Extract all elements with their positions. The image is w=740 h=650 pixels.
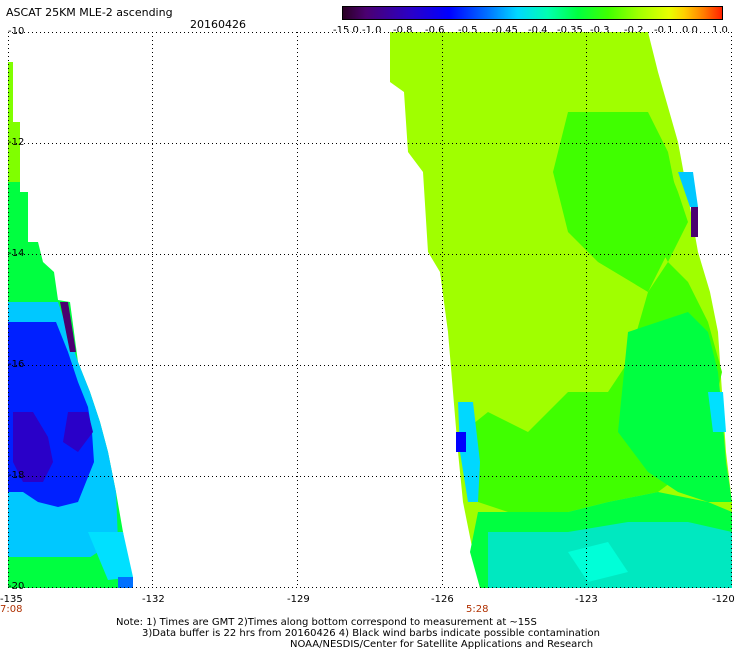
lon-tick-label: -123 xyxy=(575,594,598,605)
lon-tick-label: -120 xyxy=(712,594,735,605)
lat-tick-label: -20 xyxy=(8,581,25,592)
colorbar-label: -1.0 xyxy=(362,25,382,36)
lat-tick-label: -14 xyxy=(8,248,25,259)
map-plot xyxy=(8,32,732,588)
pass-time-label: 7:08 xyxy=(0,604,23,615)
colorbar-label: -0.35 xyxy=(557,25,583,36)
lat-tick-label: -12 xyxy=(8,137,25,148)
lon-tick-label: -129 xyxy=(287,594,310,605)
left-swath xyxy=(8,62,133,588)
grid-lines xyxy=(8,32,732,588)
colorbar-label: -15.0 xyxy=(333,25,359,36)
colorbar-label: 1.0 xyxy=(712,25,728,36)
swath-canvas xyxy=(8,32,732,588)
colorbar-label: -0.2 xyxy=(624,25,644,36)
right-swath xyxy=(390,32,732,588)
color-scale-bar xyxy=(342,6,723,20)
lon-tick-label: -126 xyxy=(431,594,454,605)
lat-tick-label: -18 xyxy=(8,470,25,481)
note-line-1: Note: 1) Times are GMT 2)Times along bot… xyxy=(116,617,537,628)
colorbar-label: -0.4 xyxy=(528,25,548,36)
colorbar-label: -0.3 xyxy=(590,25,610,36)
colorbar-label: -0.6 xyxy=(425,25,445,36)
product-title: ASCAT 25KM MLE-2 ascending xyxy=(6,6,173,19)
lon-tick-label: -132 xyxy=(142,594,165,605)
colorbar-label: -0.5 xyxy=(458,25,478,36)
pass-time-label: 5:28 xyxy=(466,604,489,615)
colorbar-label: -0.8 xyxy=(393,25,413,36)
credit-line: NOAA/NESDIS/Center for Satellite Applica… xyxy=(290,639,594,650)
colorbar-label: -0.1 xyxy=(654,25,674,36)
colorbar-label: -0.45 xyxy=(492,25,518,36)
product-date: 20160426 xyxy=(190,18,246,31)
lat-tick-label: -16 xyxy=(8,359,25,370)
lat-tick-label: -10 xyxy=(8,26,25,37)
colorbar-label: 0.0 xyxy=(682,25,698,36)
lon-tick-label: -135 xyxy=(0,594,23,605)
note-line-2: 3)Data buffer is 22 hrs from 20160426 4)… xyxy=(142,628,600,639)
